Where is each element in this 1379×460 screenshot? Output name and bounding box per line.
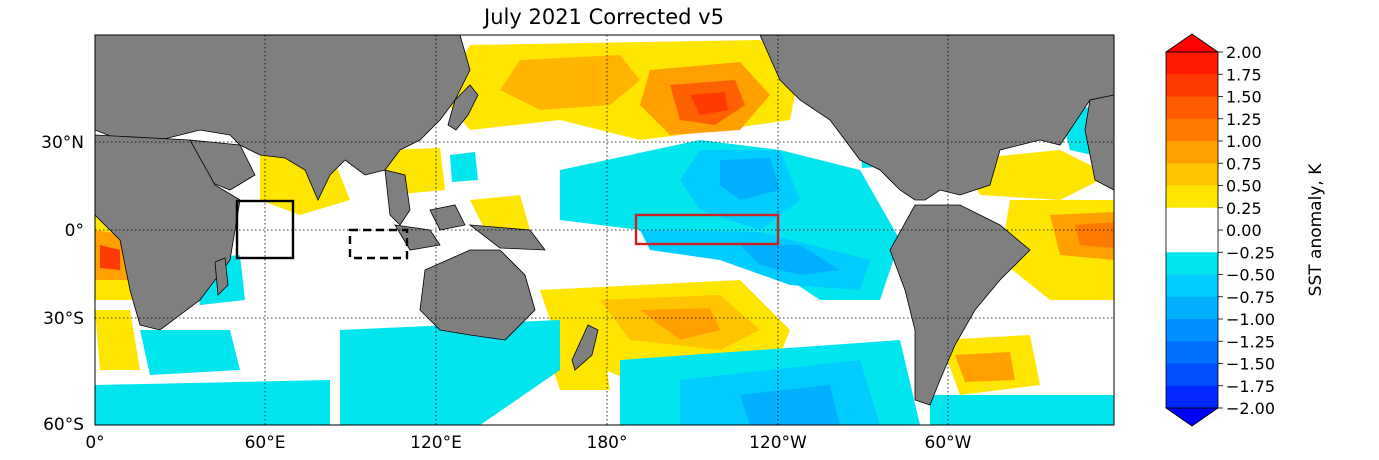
graticule bbox=[95, 35, 1114, 425]
cool-anomaly-region bbox=[930, 395, 1114, 425]
lat-label: 30°N bbox=[41, 133, 84, 153]
map-title: July 2021 Corrected v5 bbox=[482, 5, 724, 29]
madagascar-land bbox=[214, 257, 229, 296]
west-indian-ocean-box bbox=[235, 199, 295, 260]
colorbar-tick-label: 1.00 bbox=[1226, 132, 1262, 151]
colorbar-tick-label: −0.75 bbox=[1226, 288, 1275, 307]
warm-anomaly-region bbox=[640, 308, 720, 340]
new-zealand-land bbox=[571, 324, 599, 371]
north-america-land bbox=[759, 35, 1114, 201]
colorbar-tick-label: 2.00 bbox=[1226, 43, 1262, 62]
colorbar-min-extension bbox=[1164, 407, 1220, 427]
warm-anomaly-region bbox=[100, 245, 120, 270]
cool-anomaly-region bbox=[95, 380, 330, 425]
colorbar-tick-label: 1.50 bbox=[1226, 88, 1262, 107]
colorbar-segment bbox=[1166, 52, 1218, 75]
warm-anomaly-region bbox=[955, 352, 1015, 382]
east-indian-ocean-box bbox=[348, 228, 409, 260]
south-america-land bbox=[889, 204, 1031, 406]
colorbar-tick-label: −1.75 bbox=[1226, 377, 1275, 396]
map-frame bbox=[94, 34, 1115, 426]
eurasia-land bbox=[95, 35, 471, 201]
colorbar-segment bbox=[1166, 252, 1218, 275]
colorbar-tick-label: −0.50 bbox=[1226, 266, 1275, 285]
lon-label: 60°E bbox=[245, 433, 286, 453]
europe-edge-land bbox=[1084, 94, 1114, 191]
colorbar-tick-label: 0.00 bbox=[1226, 221, 1262, 240]
nino-region-box bbox=[634, 213, 780, 246]
lon-label: 60°W bbox=[925, 433, 972, 453]
lon-label: 180° bbox=[587, 433, 628, 453]
maritime-continent-land bbox=[384, 169, 411, 226]
sst-anomaly-field bbox=[95, 35, 1114, 425]
colorbar-tick-label: −0.25 bbox=[1226, 243, 1275, 262]
warm-anomaly-region bbox=[95, 310, 140, 370]
colorbar-label: SST anomaly, K bbox=[1306, 163, 1326, 297]
lon-label: 120°W bbox=[749, 433, 807, 453]
colorbar-segment bbox=[1166, 230, 1218, 253]
colorbar-tick-label: 0.50 bbox=[1226, 177, 1262, 196]
japan-land bbox=[447, 84, 479, 131]
cool-anomaly-region bbox=[450, 152, 478, 182]
colorbar-segment bbox=[1166, 274, 1218, 298]
lon-label: 120°E bbox=[410, 433, 462, 453]
africa-land bbox=[95, 134, 241, 331]
colorbar-segment bbox=[1166, 363, 1218, 387]
cool-anomaly-region bbox=[720, 158, 780, 200]
colorbar-segment bbox=[1166, 96, 1218, 120]
colorbar: 2.00 1.75 1.50 1.25 1.00 0.75 0.50 0.25 0.00 −0.2… bbox=[1164, 33, 1275, 427]
warm-anomaly-region bbox=[960, 150, 1110, 200]
colorbar-tick-label: 1.25 bbox=[1226, 110, 1262, 129]
maritime-continent-land bbox=[429, 204, 466, 231]
colorbar-segment bbox=[1166, 185, 1218, 209]
colorbar-segment bbox=[1166, 319, 1218, 342]
lat-label: 30°S bbox=[43, 309, 84, 329]
lat-label: 0° bbox=[65, 221, 84, 241]
land-masses bbox=[95, 35, 1114, 406]
colorbar-tick-label: −2.00 bbox=[1226, 399, 1275, 418]
warm-anomaly-region bbox=[1075, 222, 1114, 248]
colorbar-segment bbox=[1166, 385, 1218, 409]
map-panel bbox=[95, 35, 1114, 425]
colorbar-segment bbox=[1166, 163, 1218, 186]
longitude-labels: 0° 60°E 120°E 180° 120°W 60°W bbox=[85, 433, 971, 453]
lon-label: 0° bbox=[85, 433, 104, 453]
cool-anomaly-region bbox=[740, 385, 840, 425]
colorbar-tick-label: 0.25 bbox=[1226, 199, 1262, 218]
colorbar-tick-label: −1.25 bbox=[1226, 332, 1275, 351]
warm-anomaly-region bbox=[500, 55, 640, 110]
colorbar-segment bbox=[1166, 341, 1218, 364]
colorbar-segment bbox=[1166, 74, 1218, 97]
lat-label: 60°S bbox=[43, 415, 84, 435]
colorbar-segment bbox=[1166, 207, 1218, 231]
australia-land bbox=[419, 249, 536, 341]
colorbar-tick-label: −1.00 bbox=[1226, 310, 1275, 329]
warm-anomaly-region bbox=[690, 92, 728, 115]
colorbar-segment bbox=[1166, 141, 1218, 164]
cool-anomaly-region bbox=[340, 320, 560, 425]
cool-anomaly-region bbox=[140, 330, 240, 375]
maritime-continent-land bbox=[468, 224, 546, 251]
colorbar-segment bbox=[1166, 296, 1218, 320]
colorbar-max-extension bbox=[1164, 33, 1220, 53]
colorbar-segment bbox=[1166, 118, 1218, 142]
cool-anomaly-region bbox=[740, 245, 840, 275]
colorbar-tick-label: 1.75 bbox=[1226, 65, 1262, 84]
latitude-labels: 30°N 0° 30°S 60°S bbox=[41, 133, 84, 435]
colorbar-tick-label: −1.50 bbox=[1226, 355, 1275, 374]
colorbar-tick-label: 0.75 bbox=[1226, 154, 1262, 173]
